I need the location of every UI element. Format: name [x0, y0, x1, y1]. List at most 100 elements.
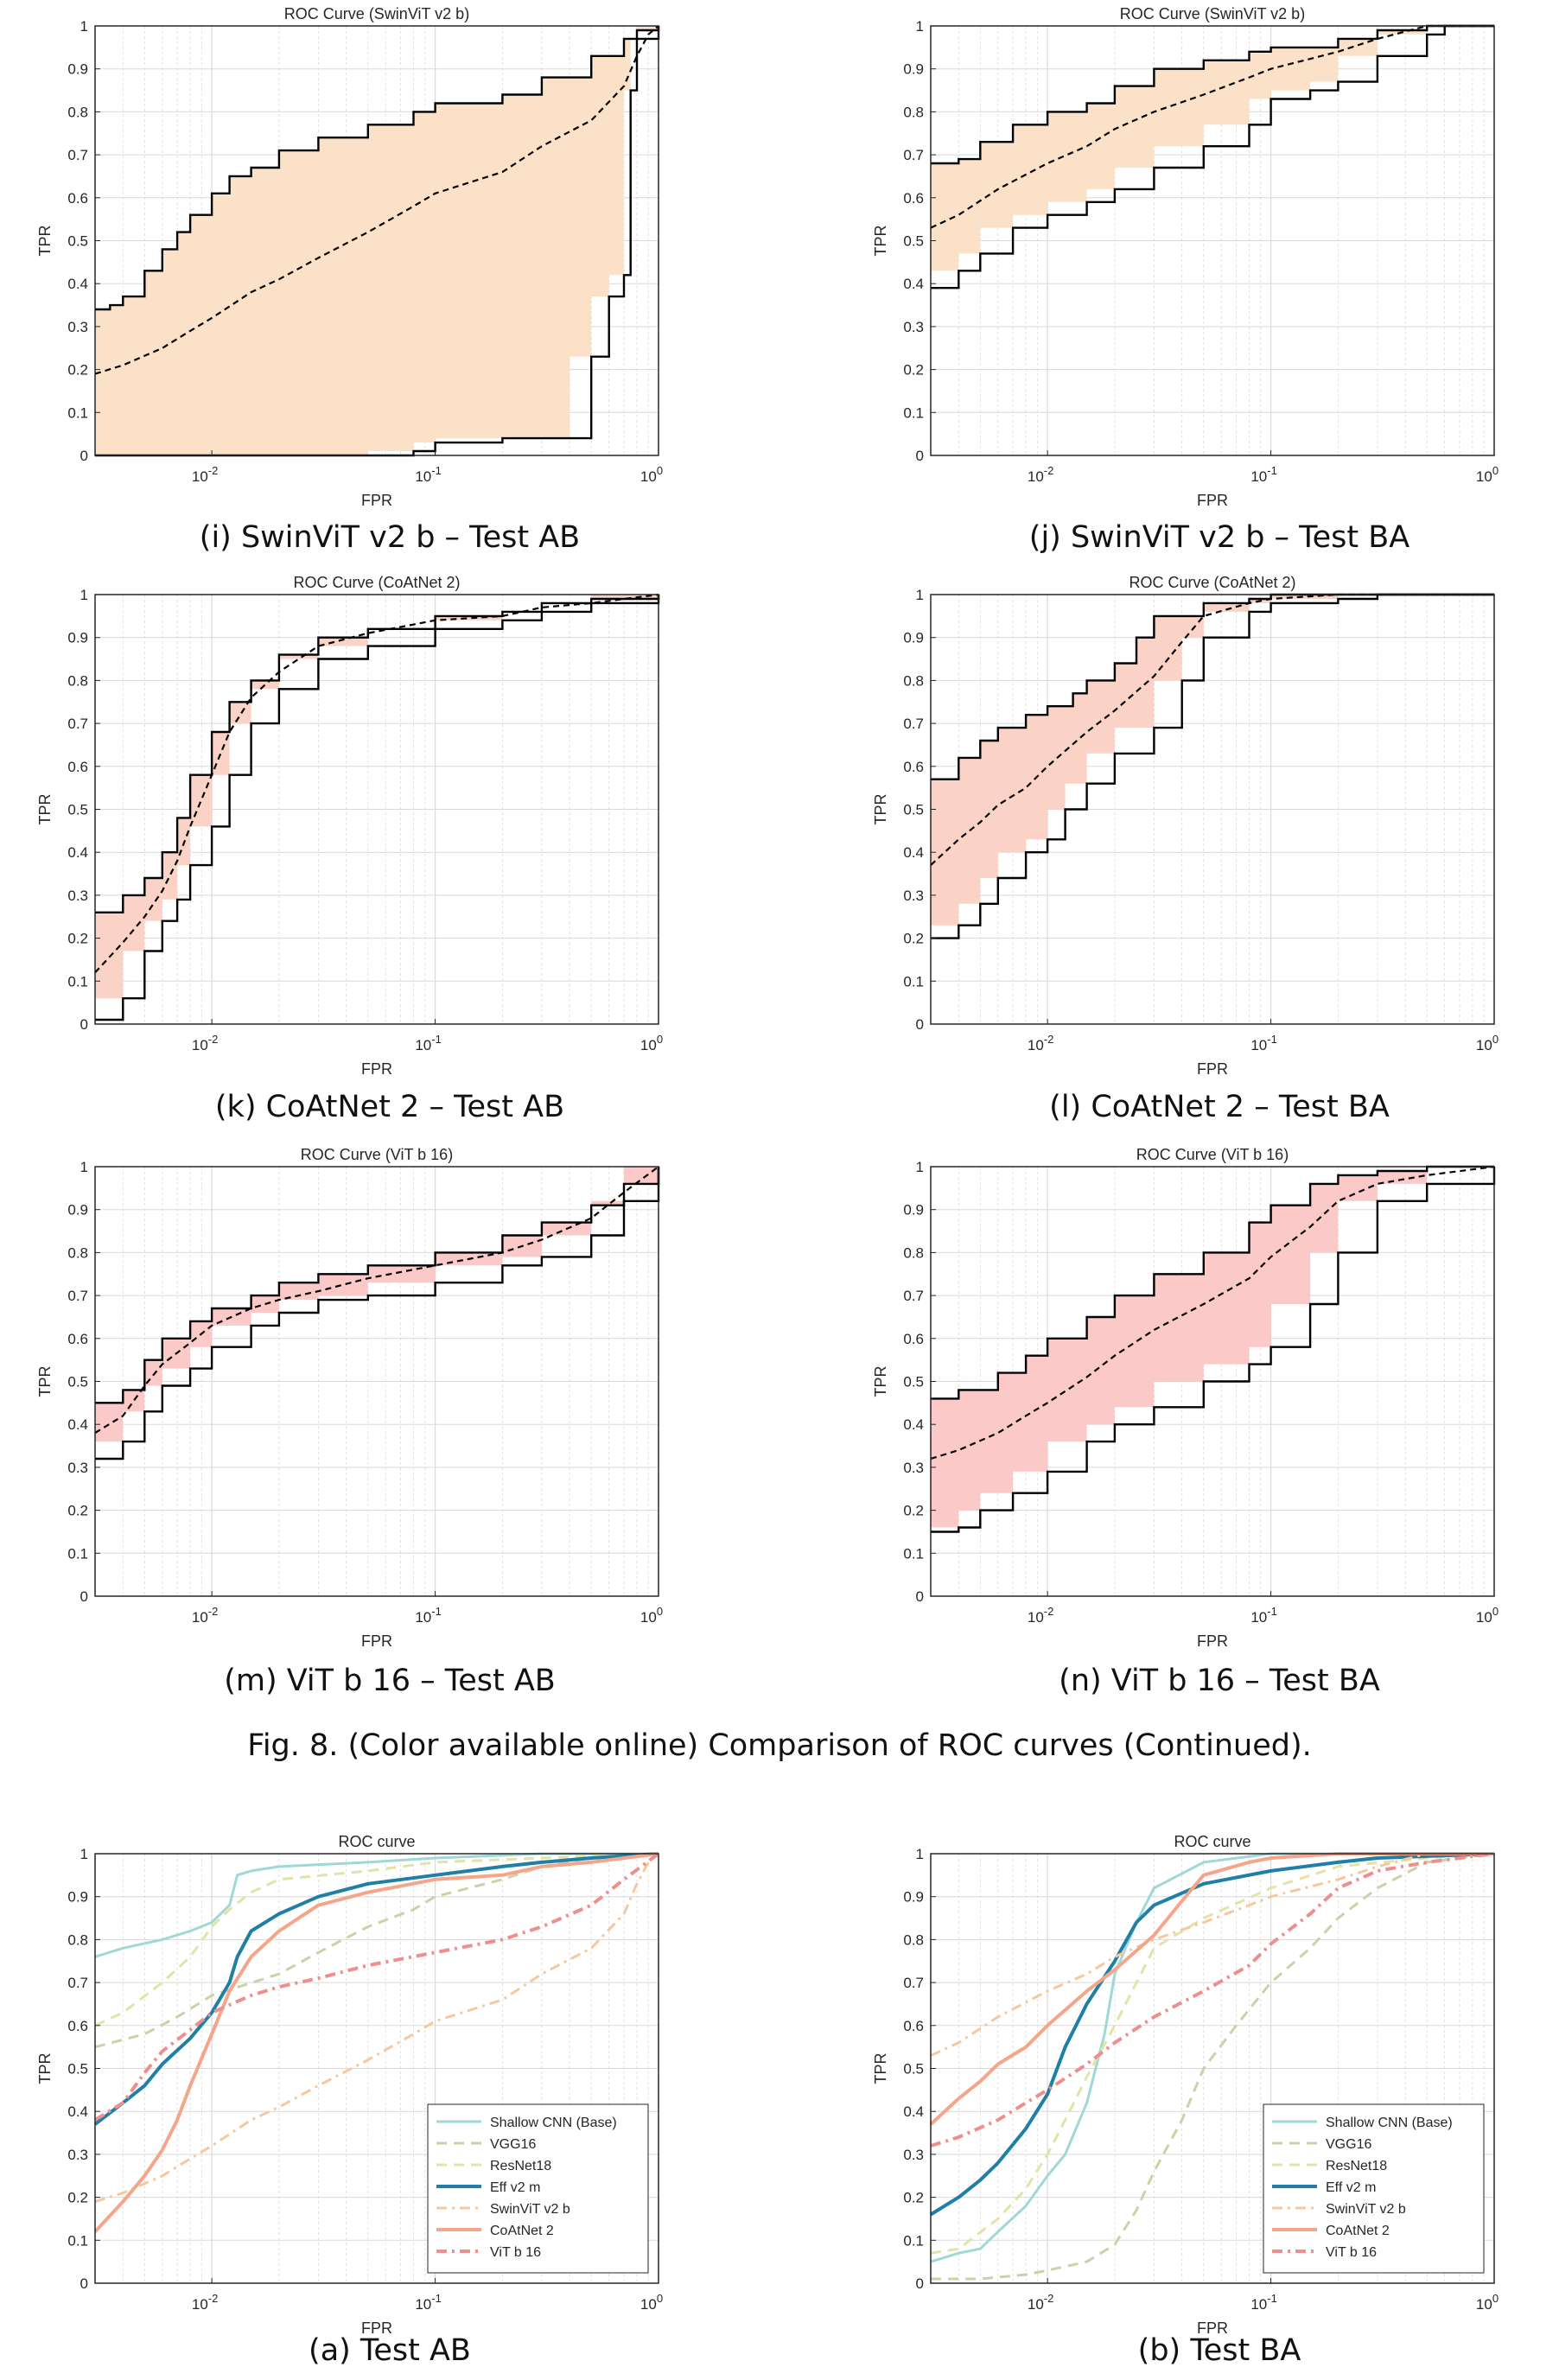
caption-l: (l) CoAtNet 2 – Test BA — [1049, 1090, 1390, 1124]
x-axis-label: FPR — [361, 2320, 392, 2337]
y-tick-label: 0.1 — [67, 404, 88, 421]
y-tick-label: 0.4 — [67, 276, 88, 292]
series-line — [94, 1852, 659, 2204]
x-tick-exponent: -1 — [1267, 2292, 1277, 2305]
y-tick-label: 0.9 — [67, 630, 88, 646]
y-tick-label: 0.6 — [67, 190, 88, 207]
x-tick-label: 10-2 — [192, 1605, 218, 1626]
chart-a: Shallow CNN (Base) VGG16 ResNet18 Eff v2 m S… — [36, 1833, 663, 2337]
y-tick-label: 0.5 — [903, 1374, 924, 1390]
y-tick-label: 0 — [916, 2275, 924, 2292]
y-axis-label: TPR — [872, 225, 889, 256]
x-tick-base: 10 — [1250, 1037, 1267, 1053]
y-tick-label: 0 — [916, 1588, 924, 1605]
x-tick-base: 10 — [415, 468, 431, 485]
x-tick-base: 10 — [192, 1609, 208, 1626]
y-tick-label: 0.9 — [67, 1202, 88, 1219]
upper-bound-line — [931, 1165, 1494, 1400]
y-tick-label: 0.8 — [903, 1244, 924, 1261]
y-tick-label: 0.6 — [903, 1331, 924, 1347]
y-axis-label: TPR — [36, 1365, 54, 1397]
y-tick-label: 0.7 — [903, 1288, 924, 1304]
y-tick-label: 1 — [916, 1159, 924, 1175]
confidence-band — [931, 26, 1494, 289]
x-tick-exponent: 0 — [1492, 1033, 1499, 1046]
y-tick-label: 0.6 — [903, 759, 924, 775]
figure-caption: Fig. 8. (Color available online) Compari… — [247, 1728, 1312, 1763]
legend-label: ViT b 16 — [490, 2245, 541, 2260]
x-tick-label: 10-2 — [1028, 1033, 1053, 1053]
lower-bound-line — [931, 593, 1494, 939]
y-tick-label: 0 — [916, 1016, 924, 1033]
series-line — [930, 1852, 1495, 2148]
x-tick-label: 10-2 — [1028, 1605, 1053, 1626]
confidence-band — [95, 1167, 659, 1459]
chart-title: ROC Curve (CoAtNet 2) — [293, 574, 460, 591]
x-tick-label: 10-1 — [1250, 464, 1276, 485]
y-tick-label: 0.2 — [903, 362, 924, 379]
y-tick-label: 0.5 — [67, 1374, 88, 1390]
upper-bound-line — [95, 26, 660, 311]
mean-roc-line — [930, 1165, 1495, 1460]
y-tick-label: 0.5 — [67, 2061, 88, 2078]
x-axis-label: FPR — [1197, 2320, 1228, 2337]
series-line — [931, 1852, 1495, 2281]
y-tick-label: 0 — [80, 2275, 88, 2292]
legend-box — [427, 2103, 649, 2274]
lower-bound-line — [95, 595, 660, 1021]
x-tick-base: 10 — [1028, 2296, 1044, 2313]
y-tick-label: 0.8 — [903, 672, 924, 689]
y-tick-label: 0.2 — [67, 931, 88, 947]
x-tick-label: 100 — [640, 464, 663, 485]
x-tick-exponent: -1 — [1267, 464, 1277, 477]
y-tick-label: 1 — [80, 1159, 88, 1175]
y-tick-label: 0.6 — [903, 190, 924, 207]
legend-label: VGG16 — [1326, 2137, 1371, 2152]
y-tick-label: 0.5 — [903, 233, 924, 250]
y-tick-label: 1 — [916, 1846, 924, 1862]
legend-label: SwinViT v2 b — [1326, 2202, 1406, 2217]
x-tick-exponent: -2 — [1044, 2292, 1054, 2305]
y-tick-label: 0.5 — [67, 233, 88, 250]
y-tick-label: 0.9 — [903, 1889, 924, 1906]
x-tick-base: 10 — [1028, 1037, 1044, 1053]
y-tick-label: 0.3 — [67, 319, 88, 335]
x-tick-exponent: 0 — [1492, 1605, 1499, 1618]
x-tick-label: 10-1 — [1250, 2292, 1276, 2313]
x-axis-label: FPR — [1197, 1632, 1228, 1650]
series-line — [94, 1852, 659, 2027]
y-tick-label: 0.6 — [67, 759, 88, 775]
x-tick-exponent: -2 — [208, 464, 219, 477]
x-tick-base: 10 — [1476, 1037, 1492, 1053]
legend-label: ResNet18 — [1326, 2159, 1387, 2173]
legend-label: CoAtNet 2 — [1326, 2224, 1390, 2238]
x-tick-exponent: 0 — [1492, 464, 1499, 477]
x-tick-base: 10 — [192, 468, 208, 485]
x-tick-base: 10 — [415, 1037, 431, 1053]
y-tick-label: 0.2 — [67, 1503, 88, 1519]
caption-k: (k) CoAtNet 2 – Test AB — [214, 1090, 565, 1124]
y-tick-label: 0.1 — [67, 2232, 88, 2249]
chart-title: ROC Curve (ViT b 16) — [1136, 1146, 1289, 1163]
x-axis-label: FPR — [1197, 1060, 1228, 1078]
x-tick-exponent: -2 — [1044, 1033, 1054, 1046]
upper-bound-line — [95, 1167, 660, 1404]
x-tick-exponent: 0 — [657, 1605, 663, 1618]
chart-title: ROC Curve (CoAtNet 2) — [1129, 574, 1295, 591]
y-tick-label: 0.7 — [903, 147, 924, 163]
x-tick-base: 10 — [1028, 468, 1044, 485]
y-tick-label: 0 — [80, 1016, 88, 1033]
y-tick-label: 0.6 — [903, 2018, 924, 2034]
caption-m: (m) ViT b 16 – Test AB — [224, 1664, 556, 1698]
y-axis-label: TPR — [36, 225, 54, 256]
x-tick-base: 10 — [415, 1609, 431, 1626]
confidence-band — [95, 26, 659, 455]
x-tick-exponent: 0 — [1492, 2292, 1499, 2305]
x-tick-base: 10 — [640, 2296, 657, 2313]
x-axis-label: FPR — [361, 1060, 392, 1078]
y-tick-label: 0 — [80, 448, 88, 464]
